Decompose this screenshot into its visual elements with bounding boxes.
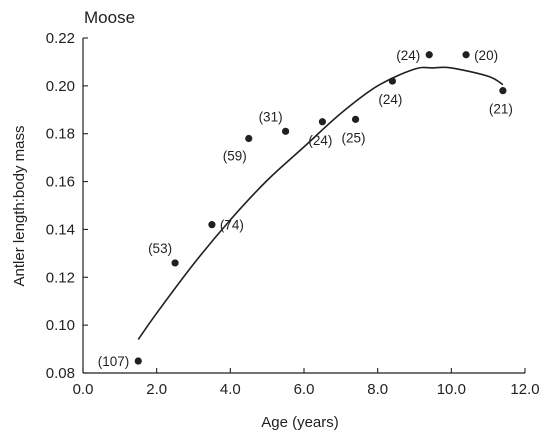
data-point	[318, 118, 327, 126]
y-tick-label: 0.22	[46, 30, 75, 47]
data-point	[281, 127, 290, 135]
y-tick-label: 0.16	[46, 174, 75, 191]
y-axis-ticks: 0.08 0.10 0.12 0.14 0.16 0.18 0.20 0.22	[46, 30, 88, 382]
data-point-label: (53)	[148, 241, 172, 256]
data-point-label: (59)	[223, 149, 247, 164]
data-point-label: (21)	[489, 102, 513, 117]
y-tick-label: 0.20	[46, 78, 75, 95]
x-axis-label: Age (years)	[261, 414, 339, 431]
data-point	[462, 51, 470, 59]
data-point	[171, 259, 179, 267]
data-point-label: (25)	[342, 130, 366, 145]
data-point	[388, 77, 396, 85]
data-point-label: (107)	[98, 354, 130, 369]
data-point-label: (24)	[396, 48, 420, 63]
data-point-label: (20)	[474, 48, 498, 63]
fit-curve	[137, 66, 504, 340]
data-point	[499, 87, 507, 95]
data-point-label: (24)	[308, 133, 332, 148]
x-tick-label: 4.0	[220, 381, 241, 398]
y-tick-label: 0.18	[46, 126, 75, 143]
chart-title: Moose	[84, 8, 135, 27]
data-points	[134, 51, 507, 365]
data-point	[425, 51, 433, 59]
y-tick-label: 0.12	[46, 269, 75, 286]
y-axis-label: Antler length:body mass	[11, 126, 28, 287]
data-point	[208, 221, 216, 229]
data-point-label: (24)	[378, 92, 402, 107]
x-tick-label: 12.0	[510, 381, 539, 398]
x-axis-ticks: 0.0 2.0 4.0 6.0 8.0 10.0 12.0	[73, 368, 540, 398]
x-tick-label: 6.0	[294, 381, 315, 398]
x-tick-label: 8.0	[367, 381, 388, 398]
x-tick-label: 0.0	[73, 381, 94, 398]
x-tick-label: 10.0	[437, 381, 466, 398]
data-point-labels: (107) (53) (74) (59) (31) (24) (25) (24) (24) (20…	[98, 48, 513, 369]
x-tick-label: 2.0	[146, 381, 167, 398]
data-point	[134, 357, 142, 365]
y-tick-label: 0.10	[46, 317, 75, 334]
data-point-label: (74)	[220, 218, 244, 233]
data-point	[351, 115, 360, 123]
y-tick-label: 0.14	[46, 221, 75, 238]
y-tick-label: 0.08	[46, 365, 75, 382]
data-point-label: (31)	[259, 109, 283, 124]
data-point	[245, 134, 253, 143]
